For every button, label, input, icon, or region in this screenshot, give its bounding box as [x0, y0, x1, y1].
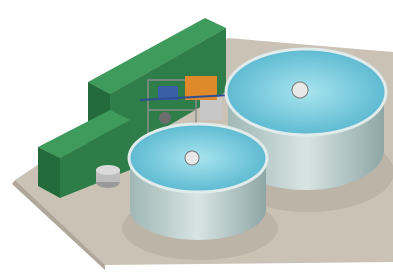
- filter-unit: [96, 165, 120, 188]
- small-tank: [122, 124, 278, 260]
- page: [0, 0, 393, 275]
- aquaculture-render: [0, 0, 393, 275]
